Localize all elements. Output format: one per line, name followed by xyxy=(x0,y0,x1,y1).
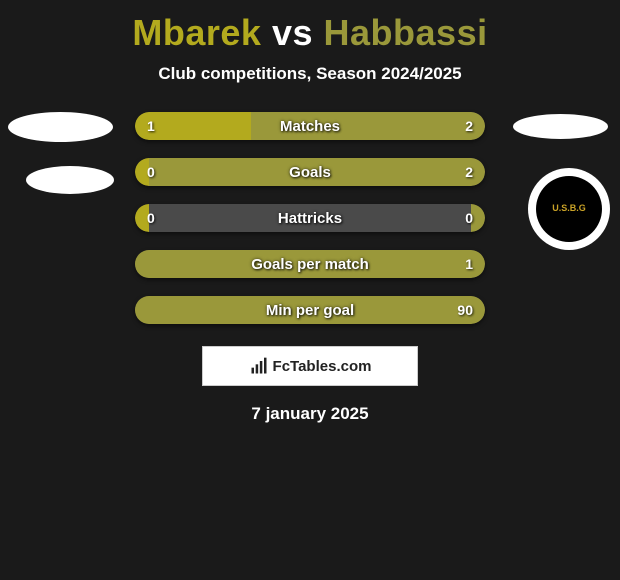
stat-label: Goals xyxy=(135,164,485,181)
page-title: Mbarek vs Habbassi xyxy=(0,0,620,54)
stat-label: Goals per match xyxy=(135,256,485,273)
date-line: 7 january 2025 xyxy=(0,404,620,424)
footer-logo: FcTables.com xyxy=(249,356,372,376)
player2-name: Habbassi xyxy=(324,12,488,53)
footer-brand-box[interactable]: FcTables.com xyxy=(202,346,418,386)
player1-badge-2 xyxy=(26,166,114,194)
stat-label: Hattricks xyxy=(135,210,485,227)
vs-text: vs xyxy=(272,12,313,53)
comparison-card: Mbarek vs Habbassi Club competitions, Se… xyxy=(0,0,620,424)
stat-bar: 12Matches xyxy=(135,112,485,140)
stat-bar: 90Min per goal xyxy=(135,296,485,324)
stat-bar: 02Goals xyxy=(135,158,485,186)
badges-row: U.S.B.G 12Matches 02Goals 00Hattricks 1Goal… xyxy=(0,112,620,324)
stat-bars: 12Matches 02Goals 00Hattricks 1Goals per ma… xyxy=(135,112,485,324)
stat-label: Min per goal xyxy=(135,302,485,319)
player1-badge-1 xyxy=(8,112,113,142)
player2-club-badge: U.S.B.G xyxy=(528,168,610,250)
player1-name: Mbarek xyxy=(132,12,261,53)
club-logo-text: U.S.B.G xyxy=(552,204,586,214)
chart-icon xyxy=(249,356,269,376)
player2-badge-1 xyxy=(513,114,608,139)
club-logo: U.S.B.G xyxy=(536,176,602,242)
stat-label: Matches xyxy=(135,118,485,135)
footer-brand-text: FcTables.com xyxy=(273,358,372,375)
stat-bar: 1Goals per match xyxy=(135,250,485,278)
stat-bar: 00Hattricks xyxy=(135,204,485,232)
subtitle: Club competitions, Season 2024/2025 xyxy=(0,64,620,84)
